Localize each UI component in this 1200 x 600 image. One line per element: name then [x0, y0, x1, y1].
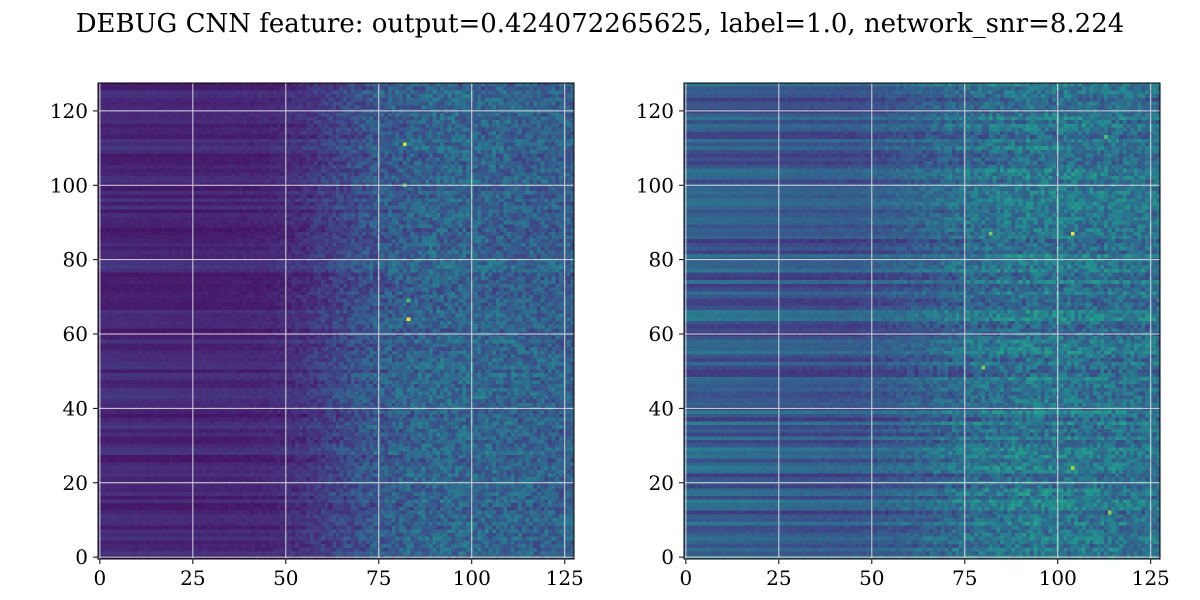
x-tick-label: 50: [273, 566, 298, 590]
y-tick-label: 120: [50, 99, 88, 123]
x-tick-label: 25: [180, 566, 205, 590]
y-tick-label: 120: [636, 99, 674, 123]
x-tick-label: 25: [766, 566, 791, 590]
y-tick-label: 100: [50, 173, 88, 197]
right-heatmap-panel: 0 25 50 75 100 125 0 20 40 60 80 100 120: [636, 82, 1170, 590]
figure-title: DEBUG CNN feature: output=0.424072265625…: [75, 9, 1125, 39]
y-tick-label: 40: [649, 396, 674, 420]
y-tick-label: 0: [661, 545, 674, 569]
y-tick-label: 80: [649, 248, 674, 272]
y-tick-label: 40: [63, 396, 88, 420]
y-tick-label: 60: [649, 322, 674, 346]
y-tick-label: 20: [63, 471, 88, 495]
x-tick-label: 100: [1039, 566, 1077, 590]
left-heatmap-panel: 0 25 50 75 100 125 0 20 40 60 80 100 120: [50, 82, 584, 590]
axes-frame: [683, 82, 1161, 560]
y-tick-label: 0: [75, 545, 88, 569]
x-tick-label: 0: [93, 566, 106, 590]
x-tick-label: 75: [952, 566, 977, 590]
y-tick-label: 80: [63, 248, 88, 272]
y-tick-label: 100: [636, 173, 674, 197]
x-tick-label: 100: [453, 566, 491, 590]
axes-frame: [97, 82, 575, 560]
x-tick-label: 75: [366, 566, 391, 590]
y-tick-label: 20: [649, 471, 674, 495]
heatmap-image: [98, 83, 574, 559]
x-tick-label: 125: [546, 566, 584, 590]
x-tick-label: 0: [679, 566, 692, 590]
heatmap-image: [684, 83, 1160, 559]
x-tick-label: 125: [1132, 566, 1170, 590]
y-tick-label: 60: [63, 322, 88, 346]
x-tick-label: 50: [859, 566, 884, 590]
